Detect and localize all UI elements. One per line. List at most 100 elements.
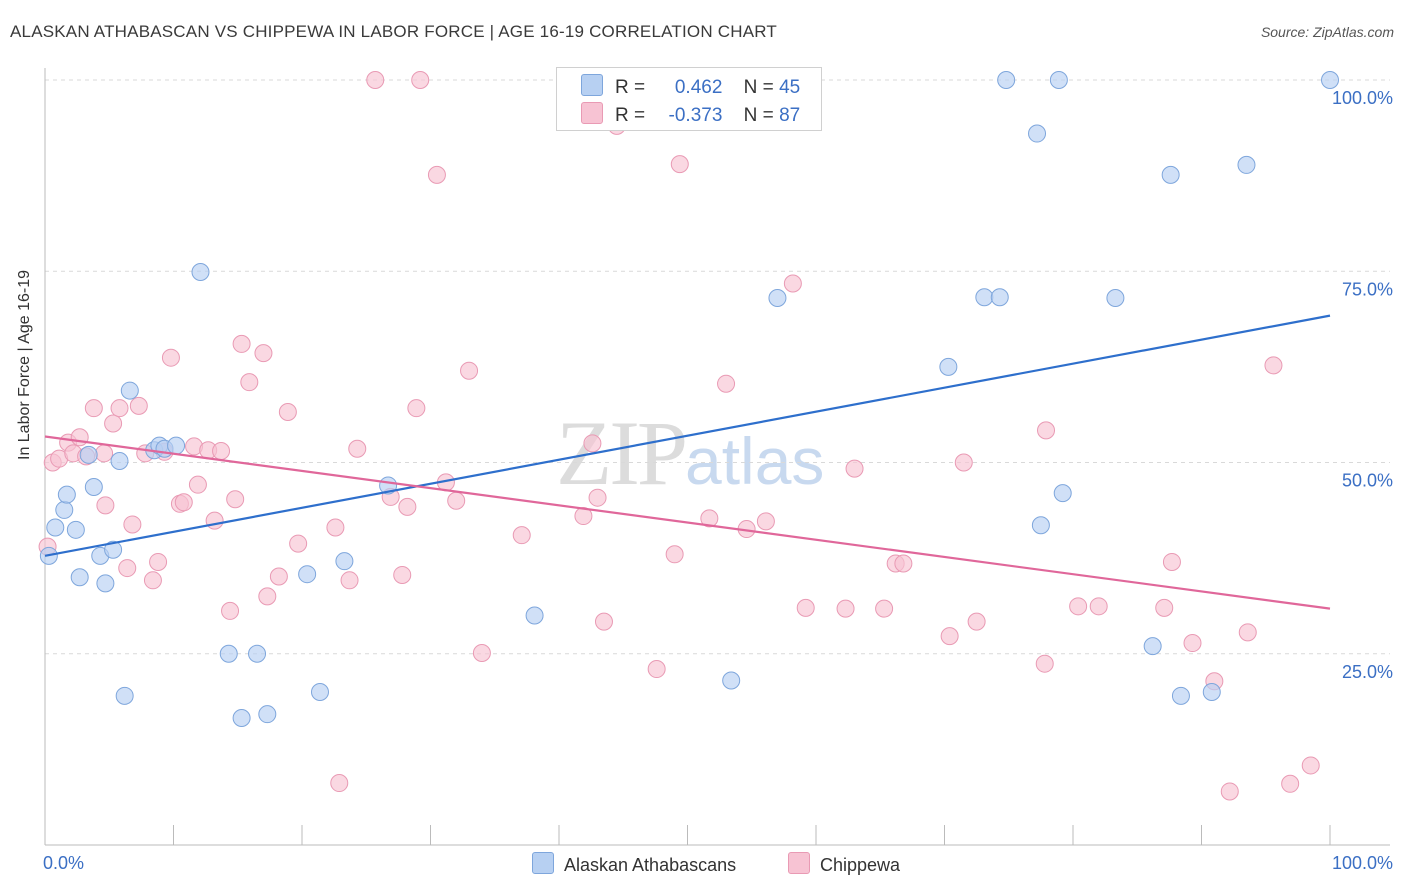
chippewa-point [1301,756,1320,775]
athabascan-trend-line [44,314,1331,557]
chippewa-point [393,565,412,584]
chippewa-point [258,587,277,606]
chippewa-point [118,559,137,578]
athabascan-point [1049,71,1068,89]
chippewa-point [1089,597,1108,616]
chippewa-point [269,567,288,586]
athabascan-point [1106,289,1125,308]
athabascan-point [219,644,238,663]
pink-swatch [581,102,603,124]
chippewa-point [594,612,613,631]
y-tick-label: 25.0% [1342,662,1393,682]
athabascan-point [46,518,65,537]
chippewa-point [796,598,815,617]
y-tick-label: 75.0% [1342,279,1393,299]
chippewa-point [226,490,245,509]
athabascan-point [1028,124,1047,143]
chippewa-point [254,344,273,363]
chippewa-point [330,774,349,793]
athabascan-point [110,451,129,470]
athabascan-point [298,565,317,584]
chippewa-point [95,444,114,463]
athabascan-point [57,485,76,504]
x-tick-label: 100.0% [1332,853,1393,873]
chippewa-point [278,403,297,422]
legend-n-label: N = [743,105,774,126]
pink-swatch [788,852,810,874]
bottom-legend-athabascan: Alaskan Athabascans [532,852,736,876]
legend-r-value: 0.462 [674,77,723,98]
chippewa-point [188,475,207,494]
bottom-legend-chippewa: Chippewa [788,852,900,876]
legend-row-chippewa: R = -0.373 N = 87 [581,102,800,126]
athabascan-point [939,357,958,376]
chippewa-point [756,512,775,531]
chippewa-point [665,545,684,564]
athabascan-point [79,445,98,464]
chippewa-point [583,434,602,453]
chippewa-point [1238,623,1257,642]
athabascan-point [1053,484,1072,503]
athabascan-point [232,709,251,728]
blue-swatch [581,74,603,96]
chippewa-point [717,374,736,393]
chippewa-point [411,71,430,89]
chippewa-point [96,496,115,515]
athabascan-point [997,71,1016,89]
chippewa-trend-line [44,435,1331,610]
x-tick-label: 0.0% [43,853,84,873]
athabascan-point [1171,686,1190,705]
chippewa-point [700,509,719,528]
chippewa-point [366,71,385,89]
chippewa-point [104,414,123,433]
y-axis-label: In Labor Force | Age 16-19 [16,269,33,460]
chippewa-point [240,373,259,392]
correlation-legend: R = 0.462 N = 45 R = -0.373 N = 87 [556,67,822,131]
chippewa-point [1264,356,1283,375]
chippewa-point [1069,597,1088,616]
watermark-atlas: atlas [685,424,825,498]
chippewa-point [348,439,367,458]
y-tick-label: 100.0% [1332,88,1393,108]
athabascan-point [115,686,134,705]
chippewa-point [512,526,531,545]
chippewa-point [129,396,148,415]
legend-r-label: R = [615,77,646,98]
athabascan-point [248,644,267,663]
chippewa-point [205,511,224,530]
chippewa-point [447,491,466,510]
legend-n-value: 87 [779,105,801,126]
chippewa-point [84,399,103,418]
athabascan-point [191,263,210,282]
legend-row-athabascan: R = 0.462 N = 45 [581,74,800,98]
y-tick-label: 50.0% [1342,471,1393,491]
chippewa-point [967,612,986,631]
chippewa-point [588,488,607,507]
legend-r-value: -0.373 [668,105,723,126]
athabascan-point [104,540,123,559]
chippewa-point [894,554,913,573]
legend-n-label: N = [743,77,774,98]
chippewa-point [174,493,193,512]
athabascan-point [1031,516,1050,535]
chippewa-point [954,453,973,472]
chippewa-point [845,459,864,478]
chippewa-point [407,399,426,418]
chippewa-point [647,660,666,679]
chippewa-point [398,497,417,516]
athabascan-point [990,288,1009,307]
chippewa-point [670,155,689,174]
legend-n-value: 45 [779,77,801,98]
athabascan-point [1202,683,1221,701]
athabascan-point [1143,637,1162,656]
athabascan-point [310,683,329,701]
athabascan-point [84,477,103,496]
athabascan-point [96,574,115,593]
chippewa-point [123,515,142,534]
chippewa-point [149,552,168,571]
legend-r-label: R = [615,105,646,126]
athabascan-point [335,552,354,571]
athabascan-point [525,606,544,625]
chippewa-point [70,428,89,447]
